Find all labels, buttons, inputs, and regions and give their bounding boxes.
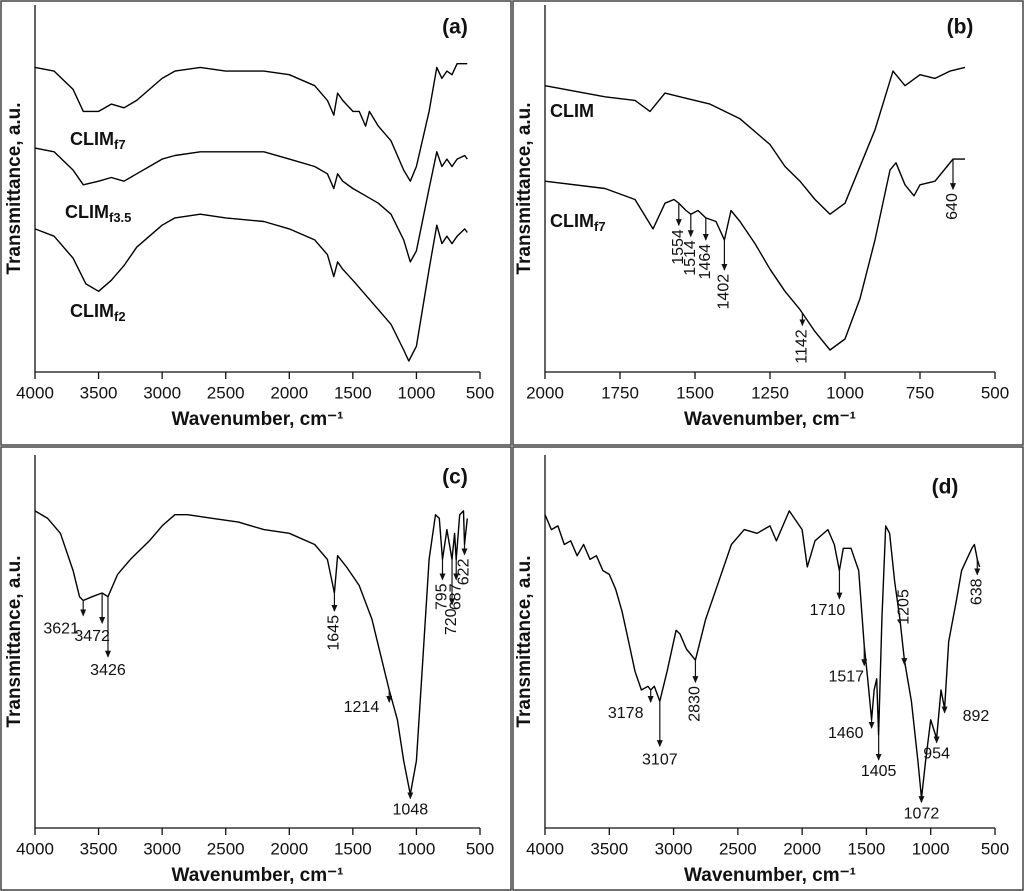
x-tick-label: 1000 [826,383,864,402]
series-label-sub: f7 [114,137,126,152]
peak-label: 1460 [828,725,864,742]
series-label: CLIMf3.5 [65,202,131,226]
peak-label: 892 [963,708,990,725]
x-axis-label: Wavenumber, cm⁻¹ [172,409,344,430]
x-tick-label: 2000 [526,383,564,402]
x-tick-label: 1750 [601,383,639,402]
panel-border [0,0,512,446]
panel-label: (b) [947,16,974,39]
series-label-sub: f3.5 [109,210,131,225]
peak-label: 1205 [896,589,913,625]
x-axis-label: Wavenumber, cm⁻¹ [684,865,856,886]
peak-label: 1514 [682,240,699,276]
peak-label: 1645 [326,615,343,651]
peak-label: 1517 [828,668,864,685]
x-tick-label: 3000 [655,839,693,858]
panel-label: (c) [442,466,468,489]
x-tick-label: 2500 [207,383,245,402]
x-tick-label: 2000 [783,839,821,858]
x-tick-label: 1500 [334,383,372,402]
x-axis-label: Wavenumber, cm⁻¹ [172,865,344,886]
x-tick-label: 1500 [676,383,714,402]
peak-label: 1464 [697,244,714,280]
panel-label: (a) [442,16,468,39]
x-tick-label: 2000 [270,839,308,858]
x-tick-label: 2500 [719,839,757,858]
series-label: CLIM [550,101,594,121]
peak-label: 1048 [393,802,429,819]
peak-label: 3472 [74,628,110,645]
peak-label: 1710 [810,602,846,619]
panel-border [0,446,512,891]
series-label-sub: f2 [114,309,126,324]
x-tick-label: 500 [466,383,494,402]
x-tick-label: 1500 [334,839,372,858]
x-tick-label: 3000 [143,383,181,402]
panel-border [512,0,1024,446]
x-axis-label: Wavenumber, cm⁻¹ [684,409,856,430]
x-tick-label: 750 [906,383,934,402]
peak-label: 622 [456,558,473,585]
x-tick-label: 1000 [398,383,436,402]
peak-label: 1214 [344,699,380,716]
peak-label: 3426 [90,662,126,679]
spectrum-line [34,213,468,362]
x-tick-label: 3000 [143,839,181,858]
peak-label: 954 [923,746,950,763]
x-tick-label: 1000 [912,839,950,858]
peak-label: 3621 [43,621,79,638]
peak-label: 1405 [861,763,897,780]
peak-label: 1402 [716,274,733,310]
peak-label: 720 [443,608,460,635]
spectrum-line [544,158,965,351]
peak-label: 2830 [687,686,704,722]
series-label-main: CLIM [550,211,594,231]
spectrum-line [544,510,981,799]
spectrum-line [34,63,468,182]
x-tick-label: 3500 [80,383,118,402]
y-axis-label: Transmittance, a.u. [4,102,25,274]
peak-label: 3107 [642,751,678,768]
peak-label: 3178 [608,705,644,722]
x-tick-label: 500 [466,839,494,858]
peak-label: 795 [434,583,451,610]
peak-label: 1142 [794,329,811,364]
panel-label: (d) [932,476,959,499]
peak-label: 640 [944,193,961,220]
series-label: CLIMf7 [550,211,606,235]
spectrum-line [34,510,468,796]
x-tick-label: 4000 [16,839,54,858]
x-tick-label: 4000 [16,383,54,402]
x-tick-label: 1250 [751,383,789,402]
series-label: CLIMf2 [70,301,126,325]
x-tick-label: 2000 [270,383,308,402]
series-label: CLIMf7 [70,129,126,153]
y-axis-label: Transmittance, a.u. [514,102,535,274]
x-tick-label: 500 [981,839,1009,858]
y-axis-label: Transmittance, a.u. [4,555,25,727]
peak-label: 1072 [904,805,940,822]
x-tick-label: 4000 [526,839,564,858]
peak-label: 687 [447,583,464,610]
x-tick-label: 3500 [590,839,628,858]
x-tick-label: 3500 [80,839,118,858]
y-axis-label: Transmittance, a.u. [514,555,535,727]
x-tick-label: 1000 [398,839,436,858]
peak-label: 638 [968,578,985,605]
series-label-main: CLIM [65,202,109,222]
x-tick-label: 1500 [848,839,886,858]
x-tick-label: 2500 [207,839,245,858]
peak-label: 1554 [670,229,687,265]
spectrum-line [544,66,966,215]
x-tick-label: 500 [981,383,1009,402]
panel-border [512,446,1024,891]
series-label-sub: f7 [594,219,606,234]
series-label-main: CLIM [70,301,114,321]
spectrum-line [34,147,468,263]
series-label-main: CLIM [70,129,114,149]
